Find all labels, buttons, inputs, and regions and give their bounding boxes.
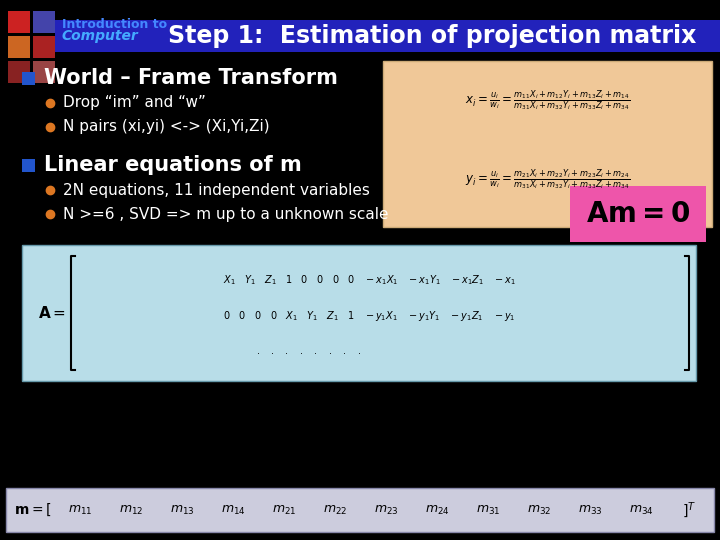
Bar: [33, 61, 55, 83]
Text: Drop “im” and “w”: Drop “im” and “w”: [63, 96, 206, 111]
Bar: [8, 61, 30, 83]
Text: $\mathbf{Am=0}$: $\mathbf{Am=0}$: [586, 200, 690, 227]
Text: $m_{31}$: $m_{31}$: [476, 503, 500, 517]
Text: $0 \quad 0 \quad 0 \quad 0 \quad X_1 \quad Y_1 \quad Z_1 \quad 1 \quad -y_1X_1 \: $0 \quad 0 \quad 0 \quad 0 \quad X_1 \qu…: [222, 308, 516, 322]
Text: N pairs (xi,yi) <-> (Xi,Yi,Zi): N pairs (xi,yi) <-> (Xi,Yi,Zi): [63, 119, 269, 134]
FancyBboxPatch shape: [6, 488, 714, 532]
Text: $m_{24}$: $m_{24}$: [425, 503, 449, 517]
Bar: [22, 72, 35, 85]
Text: $m_{34}$: $m_{34}$: [629, 503, 653, 517]
FancyBboxPatch shape: [22, 245, 696, 381]
Text: $m_{23}$: $m_{23}$: [374, 503, 398, 517]
Text: $m_{22}$: $m_{22}$: [323, 503, 347, 517]
Text: Step 1:  Estimation of projection matrix: Step 1: Estimation of projection matrix: [168, 24, 696, 48]
Text: 2N equations, 11 independent variables: 2N equations, 11 independent variables: [63, 183, 370, 198]
Bar: [33, 36, 55, 58]
Text: $m_{12}$: $m_{12}$: [119, 503, 143, 517]
Bar: [55, 20, 720, 52]
Text: $X_1 \quad Y_1 \quad Z_1 \quad 1 \quad 0 \quad 0 \quad 0 \quad 0 \quad -x_1X_1 \: $X_1 \quad Y_1 \quad Z_1 \quad 1 \quad 0…: [222, 274, 516, 287]
Text: $. \quad . \quad . \quad . \quad . \quad . \quad . \quad .$: $. \quad . \quad . \quad . \quad . \quad…: [256, 348, 361, 356]
Text: $\mathbf{m} = [$: $\mathbf{m} = [$: [14, 502, 52, 518]
Bar: [22, 159, 35, 172]
Text: $m_{11}$: $m_{11}$: [68, 503, 92, 517]
Text: World – Frame Transform: World – Frame Transform: [44, 68, 338, 88]
Text: $m_{32}$: $m_{32}$: [527, 503, 552, 517]
Text: Linear equations of m: Linear equations of m: [44, 155, 302, 175]
Text: $m_{33}$: $m_{33}$: [577, 503, 603, 517]
Bar: [8, 36, 30, 58]
Text: Introduction to: Introduction to: [62, 17, 167, 30]
Text: $m_{21}$: $m_{21}$: [271, 503, 296, 517]
FancyBboxPatch shape: [383, 61, 712, 227]
Bar: [8, 11, 30, 33]
Text: $m_{14}$: $m_{14}$: [220, 503, 246, 517]
Text: N >=6 , SVD => m up to a unknown scale: N >=6 , SVD => m up to a unknown scale: [63, 206, 389, 221]
Text: Computer: Computer: [62, 29, 139, 43]
Text: $y_i = \frac{u_i}{w_i} = \frac{m_{21}X_i+m_{22}Y_i+m_{23}Z_i+m_{24}}{m_{31}X_i+m: $y_i = \frac{u_i}{w_i} = \frac{m_{21}X_i…: [465, 167, 630, 192]
FancyBboxPatch shape: [570, 186, 706, 242]
Text: $\mathbf{A} =$: $\mathbf{A} =$: [38, 305, 66, 321]
Text: $m_{13}$: $m_{13}$: [170, 503, 194, 517]
Bar: [33, 11, 55, 33]
Text: $x_i = \frac{u_i}{w_i} = \frac{m_{11}X_i+m_{12}Y_i+m_{13}Z_i+m_{14}}{m_{31}X_i+m: $x_i = \frac{u_i}{w_i} = \frac{m_{11}X_i…: [465, 88, 630, 112]
Text: $]^T$: $]^T$: [682, 500, 696, 520]
